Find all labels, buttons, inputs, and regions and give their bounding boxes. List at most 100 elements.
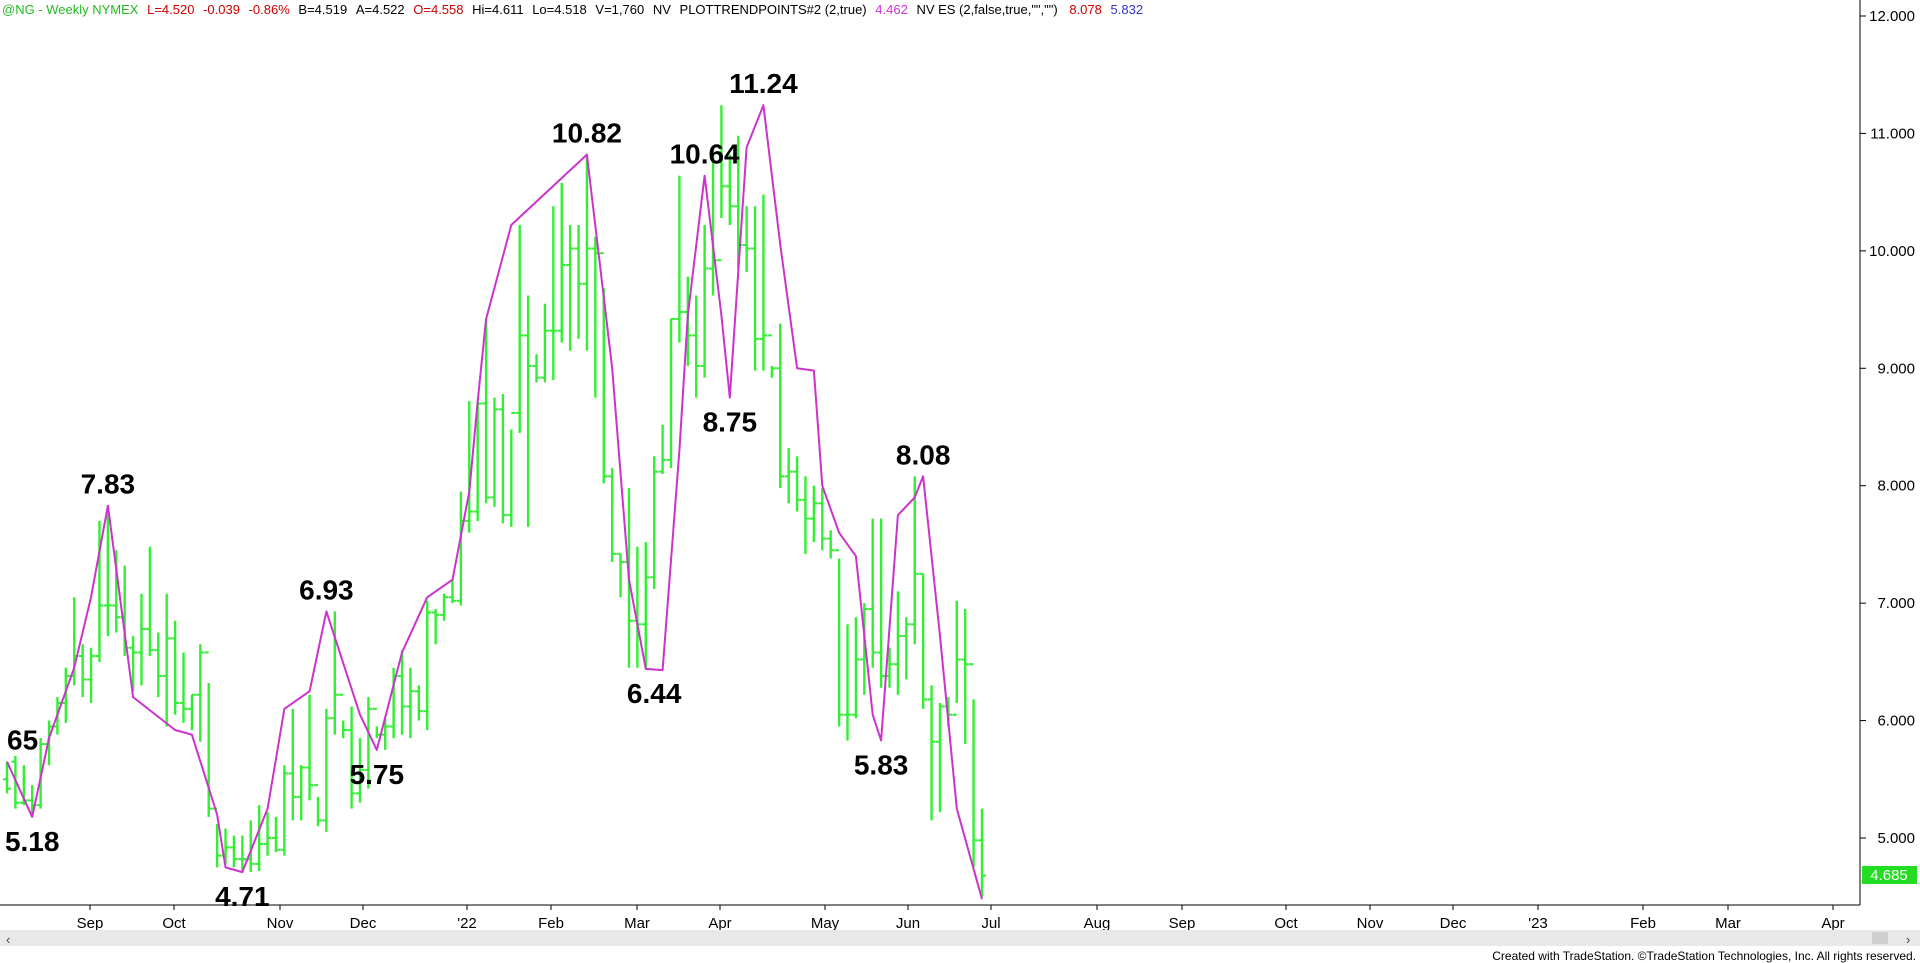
price-bar: [322, 708, 331, 833]
price-bar: [196, 644, 205, 742]
price-bar: [515, 225, 524, 433]
price-bar: [414, 685, 423, 721]
price-bar: [347, 706, 356, 809]
scroll-thumb[interactable]: [1872, 932, 1888, 944]
price-bar: [532, 354, 541, 383]
price-bar: [843, 624, 852, 741]
price-bar: [801, 476, 810, 554]
price-bar: [313, 784, 322, 827]
header-symbol: @NG - Weekly NYMEX: [2, 2, 139, 17]
price-bar: [229, 835, 238, 868]
header-change: -0.039: [203, 2, 240, 17]
y-tick-label: 12.000: [1869, 8, 1915, 25]
x-tick-label: Jul: [981, 915, 1000, 932]
price-bar: [868, 518, 877, 668]
x-tick-label: Mar: [624, 915, 650, 932]
price-bar: [271, 816, 280, 853]
price-bar: [877, 518, 886, 688]
header-bid: B=4.519: [298, 2, 348, 17]
pivot-label: 11.24: [729, 68, 798, 99]
price-bar: [498, 394, 507, 524]
header-open: O=4.558: [413, 2, 464, 17]
x-tick-label: Jun: [896, 915, 920, 932]
x-tick-label: Dec: [350, 915, 377, 932]
price-bar: [330, 611, 339, 735]
price-bar: [935, 702, 944, 813]
price-bar: [725, 154, 734, 226]
header-val2: 5.832: [1110, 2, 1144, 17]
price-bar: [608, 468, 617, 563]
price-bar: [666, 317, 675, 469]
header-nv: NV: [652, 2, 671, 17]
price-bar: [835, 549, 844, 727]
x-tick-label: Apr: [708, 915, 731, 932]
pivot-labels: 65 5.18 7.83 4.71 6.93 5.75 10.82 6.44 10.64 8.75…: [5, 68, 950, 912]
price-bar: [238, 835, 247, 871]
last-price-marker: 4.685: [1862, 865, 1917, 884]
price-bar: [87, 647, 96, 703]
x-tick-label: Feb: [1630, 915, 1656, 932]
header-change-pct: -0.86%: [248, 2, 290, 17]
price-bar: [381, 718, 390, 750]
y-tick-label: 9.000: [1877, 360, 1915, 377]
price-bar: [129, 636, 138, 692]
y-axis: 5.000 6.000 7.000 8.000 9.000 10.000 11.000 12.…: [1860, 8, 1915, 847]
price-bar: [280, 765, 289, 856]
price-bar: [549, 206, 558, 381]
price-bar: [137, 593, 146, 686]
price-bar: [961, 609, 970, 745]
x-tick-label: Nov: [267, 915, 294, 932]
price-bar: [700, 225, 709, 378]
x-tick-label: Mar: [1715, 915, 1741, 932]
price-bar: [599, 252, 608, 484]
price-bar: [793, 456, 802, 512]
price-bar: [919, 572, 928, 709]
price-bar: [927, 685, 936, 821]
pivot-label: 5.83: [854, 750, 909, 781]
price-bar: [507, 411, 516, 527]
price-bar: [818, 488, 827, 551]
price-bar: [969, 663, 978, 868]
header-val1: 8.078: [1069, 2, 1102, 17]
y-tick-label: 11.000: [1870, 125, 1915, 142]
x-tick-label: Sep: [1169, 915, 1196, 932]
price-bar: [423, 600, 432, 730]
header-ask: A=4.522: [355, 2, 405, 17]
price-bar: [3, 761, 11, 794]
price-bar: [658, 424, 667, 474]
chart-header: @NG - Weekly NYMEX L=4.520 -0.039 -0.86%…: [2, 2, 1143, 20]
pivot-label: 8.75: [703, 407, 758, 438]
price-bar: [692, 295, 701, 398]
price-bar: [103, 505, 112, 637]
price-bar: [145, 546, 154, 656]
x-axis: Sep Oct Nov Dec '22 Feb Mar Apr May Jun Jul Aug Sep O…: [77, 905, 1845, 932]
pivot-label: 65: [7, 725, 38, 756]
price-bar: [751, 206, 760, 371]
x-tick-label: '23: [1528, 915, 1548, 932]
price-bar: [440, 593, 449, 621]
price-bar: [826, 530, 835, 559]
price-bar: [557, 182, 566, 343]
pivot-label: 10.82: [552, 118, 622, 149]
price-bar: [448, 579, 457, 604]
y-tick-label: 5.000: [1877, 830, 1915, 847]
x-tick-label: Oct: [162, 915, 186, 932]
scroll-left-icon[interactable]: ‹: [6, 932, 10, 947]
price-bar: [641, 542, 650, 669]
last-price-label: 4.685: [1870, 867, 1908, 884]
header-study: PLOTTRENDPOINTS#2 (2,true): [679, 2, 867, 17]
price-bar: [742, 206, 751, 272]
scroll-right-icon[interactable]: ›: [1906, 932, 1910, 947]
price-bar: [540, 303, 549, 383]
pivot-label: 5.18: [5, 826, 60, 857]
price-bar: [524, 295, 533, 527]
price-bar: [582, 154, 591, 351]
horizontal-scrollbar[interactable]: [0, 930, 1920, 946]
price-bar: [566, 225, 575, 351]
y-tick-label: 7.000: [1877, 595, 1915, 612]
pivot-label: 6.44: [627, 678, 682, 709]
price-bar: [482, 318, 491, 504]
price-bar: [616, 552, 625, 598]
